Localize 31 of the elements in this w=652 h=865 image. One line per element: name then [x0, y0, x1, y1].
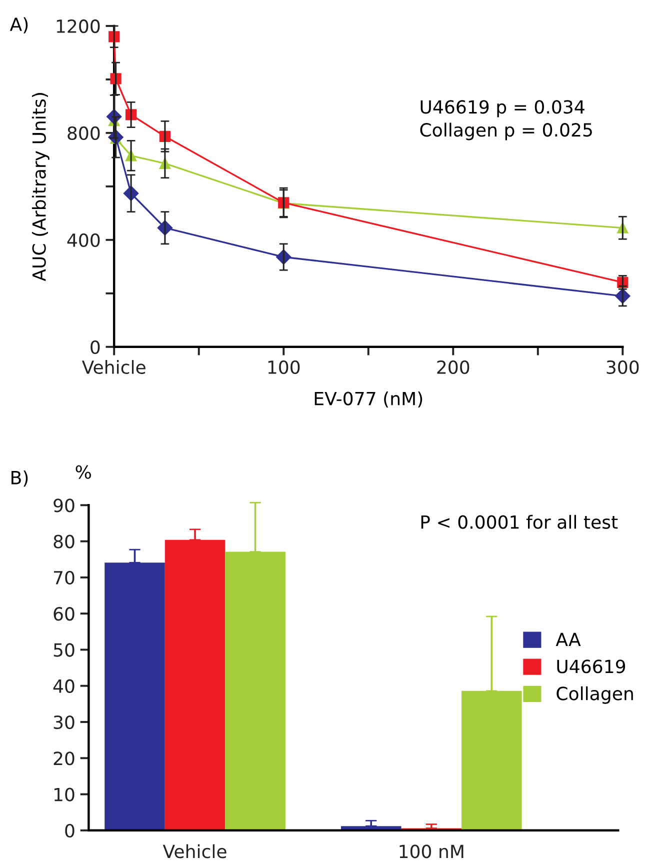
- x-tick-label: 100 nM: [400, 844, 464, 858]
- y-tick-label: 50: [54, 643, 74, 657]
- y-tick-label: 70: [54, 570, 74, 585]
- legend-label: Collagen: [556, 686, 633, 704]
- x-tick-label: 100: [268, 360, 300, 374]
- y-tick-label: 400: [67, 233, 100, 248]
- y-tick-label: 0: [65, 824, 74, 838]
- y-axis-title: %: [76, 465, 91, 479]
- x-tick-label: Vehicle: [162, 844, 226, 858]
- text: A): [10, 17, 28, 34]
- x-tick-label: Vehicle: [82, 360, 146, 374]
- text: B): [12, 470, 28, 487]
- y-tick-label: 1200: [56, 19, 100, 34]
- y-tick-label: 20: [54, 752, 74, 766]
- y-tick-label: 30: [54, 715, 74, 730]
- y-tick-label: 10: [54, 788, 74, 802]
- legend-label: AA: [556, 632, 581, 646]
- y-tick-label: 90: [54, 498, 74, 512]
- annotation: P < 0.0001 for all test: [421, 514, 618, 529]
- y-axis-title: AUC (Arbitrary Units): [32, 93, 50, 282]
- y-tick-label: 40: [53, 679, 74, 693]
- x-axis-title: EV-077 (nM): [314, 391, 422, 408]
- y-tick-label: 80: [54, 534, 74, 548]
- y-tick-label: 60: [54, 607, 74, 621]
- annotation: U46619 p = 0.034: [420, 100, 584, 118]
- y-tick-label: 0: [90, 340, 100, 354]
- y-tick-label: 800: [68, 126, 100, 140]
- legend-label: U46619: [557, 660, 626, 674]
- x-tick-label: 300: [606, 360, 639, 374]
- x-tick-label: 200: [437, 360, 470, 374]
- annotation: Collagen p = 0.025: [420, 122, 592, 140]
